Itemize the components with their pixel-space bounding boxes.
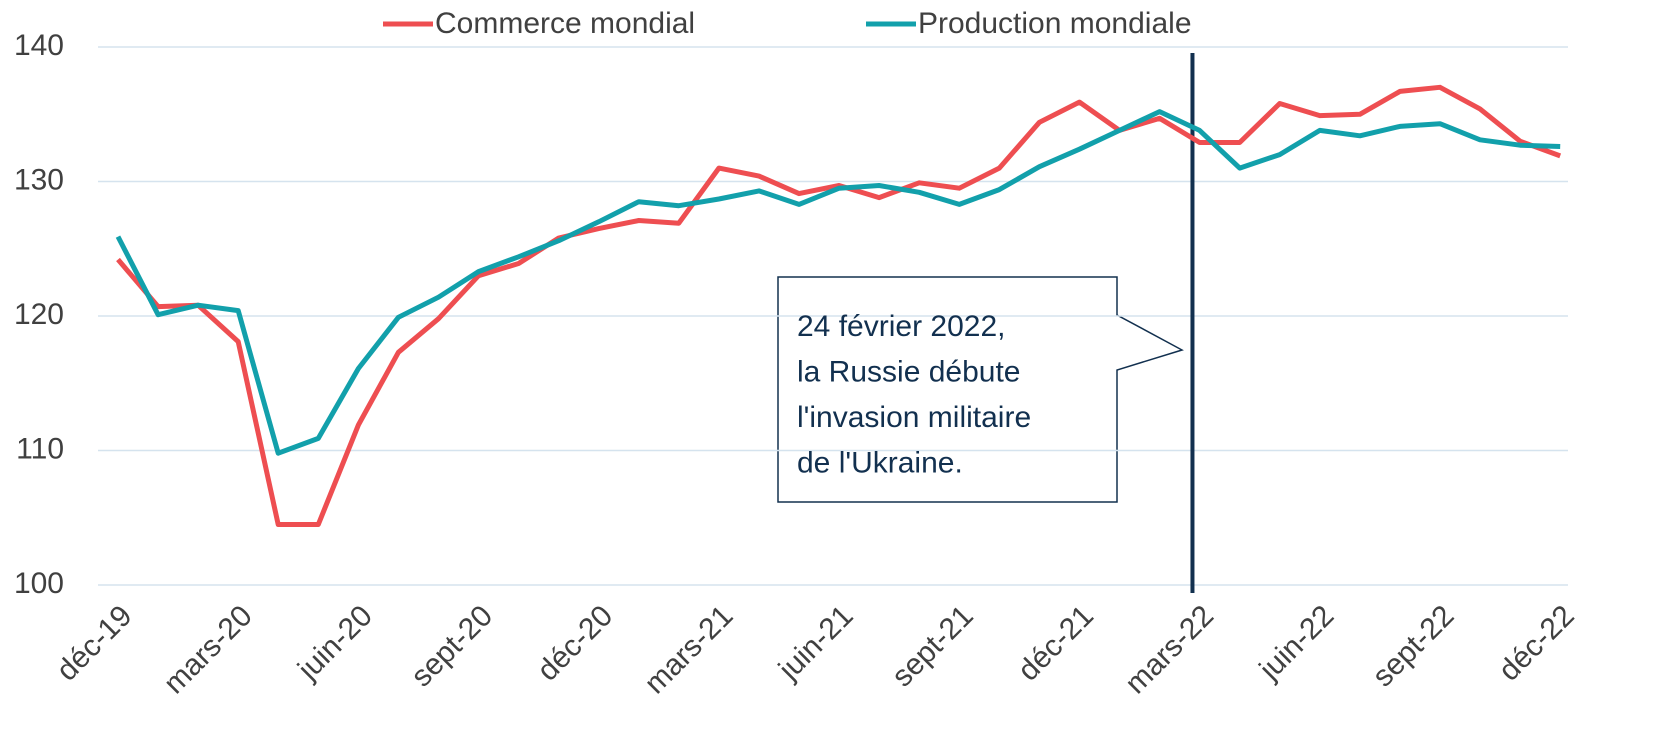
annotation-text: l'invasion militaire: [797, 401, 1031, 434]
y-tick-label: 140: [14, 29, 64, 62]
callout-box: [777, 276, 1184, 503]
y-tick-label: 130: [14, 163, 64, 196]
x-tick-label: sept-20: [405, 599, 499, 693]
annotation-text: la Russie débute: [797, 355, 1020, 388]
series-line: [115, 109, 1561, 456]
annotation-text: de l'Ukraine.: [797, 446, 963, 479]
y-tick-label: 100: [14, 567, 64, 600]
annotation-text: 24 février 2022,: [797, 310, 1005, 343]
x-tick-label: mars-21: [638, 599, 739, 700]
x-tick-label: juin-21: [772, 599, 860, 687]
x-tick-label: déc-22: [1493, 599, 1581, 687]
x-tick-label: mars-20: [158, 599, 259, 700]
legend-label: Commerce mondial: [435, 7, 695, 40]
y-tick-label: 110: [16, 432, 64, 465]
y-tick-label: 120: [14, 298, 64, 331]
x-tick-label: juin-22: [1253, 599, 1341, 687]
x-tick-label: déc-19: [50, 599, 138, 687]
x-tick-label: sept-22: [1366, 599, 1460, 693]
x-tick-label: juin-20: [291, 599, 379, 687]
x-tick-label: déc-20: [531, 599, 619, 687]
series-line: [116, 84, 1562, 527]
x-tick-label: mars-22: [1119, 599, 1220, 700]
x-tick-label: sept-21: [886, 599, 980, 693]
legend-label: Production mondiale: [918, 7, 1192, 40]
x-tick-label: déc-21: [1012, 599, 1100, 687]
